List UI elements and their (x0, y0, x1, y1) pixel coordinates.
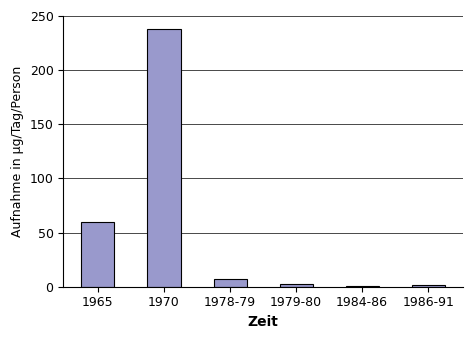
Bar (147, 29, 181, 287)
Bar (412, 285, 445, 287)
Bar (346, 286, 379, 287)
Bar (213, 279, 246, 287)
X-axis label: Zeit: Zeit (247, 315, 279, 329)
Bar (82, 222, 114, 287)
Bar (280, 285, 313, 287)
Y-axis label: Aufnahme in µg/Tag/Person: Aufnahme in µg/Tag/Person (11, 66, 24, 237)
